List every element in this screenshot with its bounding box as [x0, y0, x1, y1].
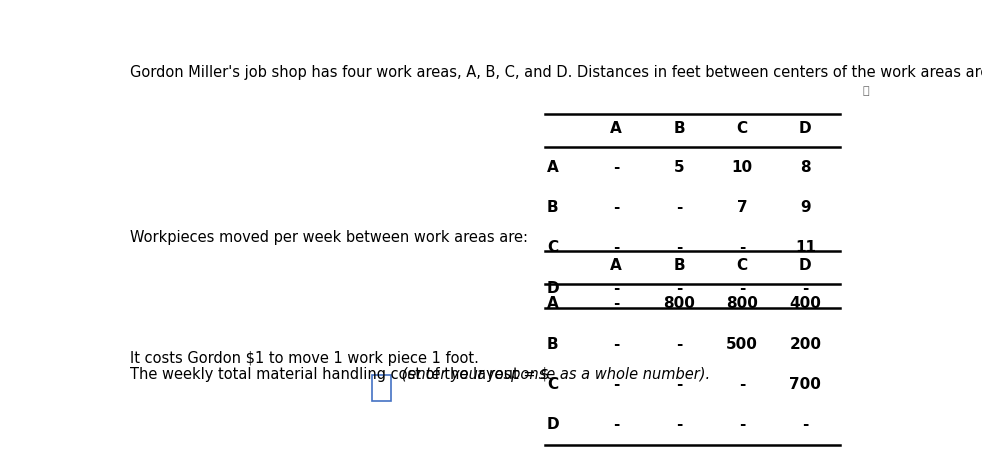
Text: A: A — [610, 258, 622, 273]
Text: Workpieces moved per week between work areas are:: Workpieces moved per week between work a… — [131, 230, 528, 245]
Text: -: - — [676, 240, 682, 255]
Text: 800: 800 — [727, 297, 758, 312]
Text: -: - — [739, 281, 745, 296]
Text: A: A — [547, 160, 559, 175]
Text: -: - — [739, 240, 745, 255]
Text: -: - — [613, 377, 619, 392]
Text: C: C — [547, 240, 559, 255]
Text: -: - — [676, 377, 682, 392]
Text: -: - — [739, 377, 745, 392]
Text: -: - — [613, 200, 619, 215]
Text: -: - — [613, 417, 619, 432]
Text: 8: 8 — [800, 160, 811, 175]
Text: 800: 800 — [663, 297, 695, 312]
Text: -: - — [613, 240, 619, 255]
Text: C: C — [736, 258, 748, 273]
Text: B: B — [547, 337, 559, 352]
Text: -: - — [613, 160, 619, 175]
Text: B: B — [674, 258, 684, 273]
Text: -: - — [802, 417, 808, 432]
Text: D: D — [546, 417, 559, 432]
Text: 700: 700 — [790, 377, 821, 392]
Text: B: B — [547, 200, 559, 215]
Text: The weekly total material handling cost of the layout = $: The weekly total material handling cost … — [131, 367, 550, 382]
Text: C: C — [736, 121, 748, 136]
Text: 10: 10 — [732, 160, 753, 175]
Text: It costs Gordon $1 to move 1 work piece 1 foot.: It costs Gordon $1 to move 1 work piece … — [131, 351, 479, 366]
Text: A: A — [547, 297, 559, 312]
Text: 200: 200 — [790, 337, 821, 352]
Text: 500: 500 — [727, 337, 758, 352]
Text: 9: 9 — [800, 200, 811, 215]
Text: D: D — [799, 258, 812, 273]
Text: D: D — [799, 121, 812, 136]
Text: 7: 7 — [736, 200, 747, 215]
Text: Gordon Miller's job shop has four work areas, A, B, C, and D. Distances in feet : Gordon Miller's job shop has four work a… — [131, 65, 982, 80]
Text: -: - — [802, 281, 808, 296]
Text: 5: 5 — [674, 160, 684, 175]
Text: B: B — [674, 121, 684, 136]
Text: C: C — [547, 377, 559, 392]
FancyBboxPatch shape — [371, 375, 392, 401]
Text: -: - — [676, 337, 682, 352]
Text: ⧉: ⧉ — [862, 86, 869, 96]
Text: -: - — [676, 200, 682, 215]
Text: (enter your response as a whole number).: (enter your response as a whole number). — [397, 367, 710, 382]
Text: -: - — [613, 281, 619, 296]
Text: -: - — [676, 281, 682, 296]
Text: 400: 400 — [790, 297, 821, 312]
Text: -: - — [613, 297, 619, 312]
Text: 11: 11 — [794, 240, 816, 255]
Text: A: A — [610, 121, 622, 136]
Text: D: D — [546, 281, 559, 296]
Text: -: - — [613, 337, 619, 352]
Text: -: - — [676, 417, 682, 432]
Text: -: - — [739, 417, 745, 432]
